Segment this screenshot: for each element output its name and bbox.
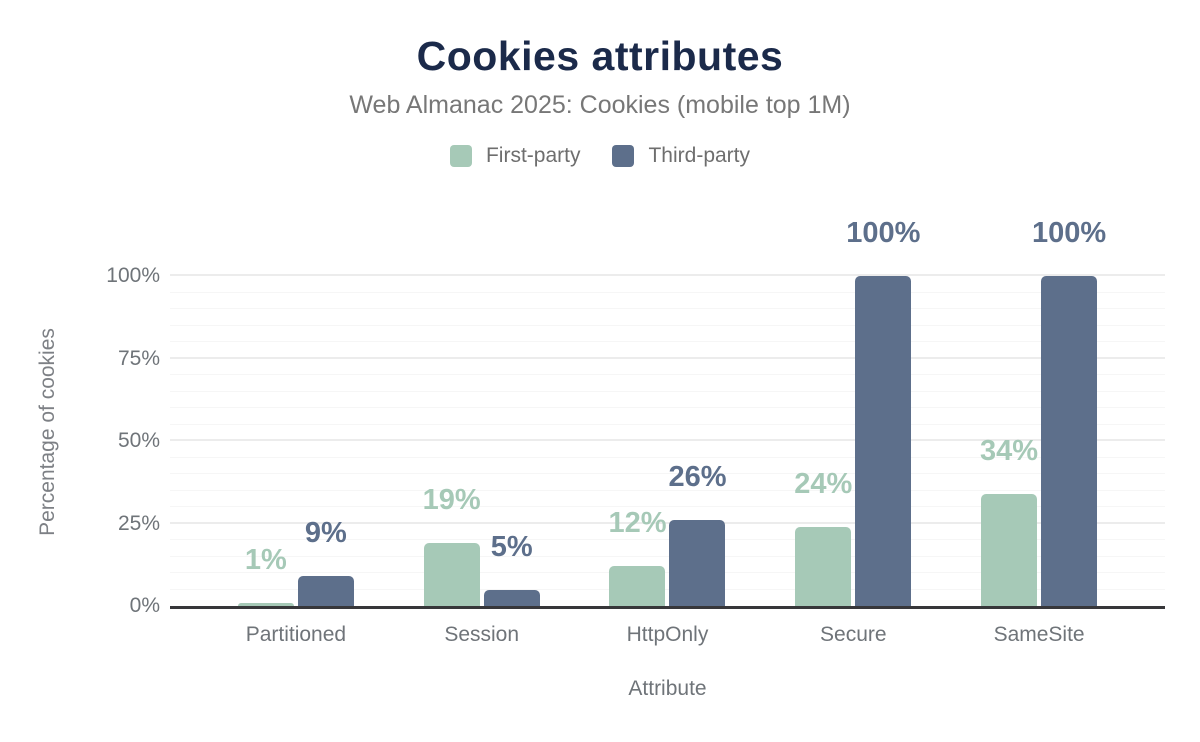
bar-session-third-party: 5% [483, 532, 540, 606]
y-tick-100: 100% [106, 264, 160, 287]
bar-value-label-partitioned-third-party: 9% [304, 517, 347, 550]
legend-swatch-first-party [449, 145, 472, 167]
plot-area: 0% 25% 50% 75% 100% 1% 9% Partitioned 19% 5% Sess… [106, 219, 1165, 647]
minor-gridline-30 [170, 506, 1165, 507]
bar-partitioned-third-party: 9% [297, 519, 354, 606]
minor-gridline-80 [170, 341, 1165, 342]
bar-groups: 1% 9% Partitioned 19% 5% Session 12% 26% HttpOnl… [170, 219, 1165, 647]
bar-group-secure: 24% 100% Secure [760, 219, 946, 647]
bar-samesite-third-party: 100% [1032, 219, 1106, 606]
x-category-label-secure: Secure [820, 623, 887, 646]
y-tick-75: 75% [117, 346, 160, 370]
y-tick-0: 0% [129, 594, 160, 617]
y-tick-50: 50% [117, 429, 160, 452]
minor-gridline-85 [170, 324, 1165, 326]
minor-gridline-10 [170, 572, 1165, 573]
minor-gridline-70 [170, 374, 1165, 375]
bar-value-label-httponly-third-party: 26% [668, 461, 727, 494]
chart-subtitle: Web Almanac 2025: Cookies (mobile top 1M… [349, 91, 851, 119]
minor-gridline-65 [170, 390, 1165, 392]
bar-value-label-session-first-party: 19% [422, 484, 481, 517]
minor-gridline-15 [170, 555, 1165, 557]
bar-value-label-samesite-first-party: 34% [980, 434, 1039, 467]
legend: First-party Third-party [0, 144, 1200, 168]
minor-gridline-90 [170, 308, 1165, 309]
bar-httponly-first-party: 12% [608, 509, 667, 606]
bar-httponly-third-party: 26% [668, 463, 727, 606]
bar-value-label-httponly-first-party: 12% [608, 507, 667, 540]
minor-gridline-45 [170, 456, 1165, 458]
bar-group-session: 19% 5% Session [389, 276, 575, 646]
bar-value-label-session-third-party: 5% [490, 530, 533, 563]
bar-session-first-party: 19% [423, 486, 481, 606]
bar-value-label-secure-first-party: 24% [794, 467, 853, 500]
bar-samesite-first-party: 34% [980, 436, 1038, 606]
major-gridline-75 [170, 356, 1165, 359]
legend-label-third-party: Third-party [648, 144, 751, 167]
bar-group-partitioned: 1% 9% Partitioned [203, 276, 389, 646]
bar-value-label-samesite-third-party: 100% [1031, 217, 1107, 249]
x-axis-title: Attribute [628, 677, 707, 700]
bar-secure-third-party: 100% [846, 219, 920, 606]
x-category-label-httponly: HttpOnly [626, 623, 709, 646]
x-category-label-partitioned: Partitioned [245, 623, 347, 646]
minor-gridline-5 [170, 588, 1165, 590]
minor-gridline-35 [170, 489, 1165, 491]
y-tick-25: 25% [117, 511, 160, 535]
major-gridline-50 [170, 439, 1165, 441]
bar-value-label-partitioned-first-party: 1% [244, 543, 287, 576]
x-category-label-session: Session [444, 623, 520, 646]
minor-gridline-40 [170, 473, 1165, 474]
legend-item-third-party[interactable]: Third-party [612, 144, 750, 168]
major-gridline-25 [170, 521, 1165, 524]
bar-secure-first-party: 24% [794, 469, 852, 606]
minor-gridline-20 [170, 539, 1165, 540]
minor-gridline-95 [170, 291, 1165, 293]
legend-swatch-third-party [612, 145, 635, 167]
legend-item-first-party[interactable]: First-party [449, 144, 581, 168]
x-category-label-samesite: SameSite [993, 623, 1085, 646]
bar-group-httponly: 12% 26% HttpOnly [575, 276, 761, 646]
legend-label-first-party: First-party [485, 144, 581, 167]
minor-gridline-55 [170, 423, 1165, 425]
bar-partitioned-first-party: 1% [237, 545, 294, 606]
chart-title: Cookies attributes [416, 33, 784, 79]
y-axis-title: Percentage of cookies [36, 328, 59, 536]
bar-group-samesite: 34% 100% SameSite [946, 219, 1132, 647]
minor-gridline-60 [170, 407, 1165, 408]
bar-value-label-secure-third-party: 100% [846, 217, 921, 249]
major-gridline-100 [170, 274, 1165, 276]
